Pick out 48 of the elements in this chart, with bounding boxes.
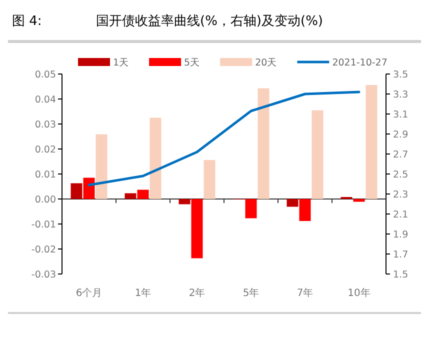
x-tick-label: 5年 <box>242 287 260 299</box>
bar <box>204 160 216 199</box>
legend-label: 5天 <box>184 58 200 68</box>
x-tick-label: 10年 <box>348 287 370 299</box>
y-tick-label: 0.05 <box>34 70 56 80</box>
x-tick-label: 2年 <box>188 287 206 299</box>
legend-label: 20天 <box>255 58 278 68</box>
bar <box>178 199 190 204</box>
chart-subtitle: 国开债收益率曲线(%，右轴)及变动(%) <box>96 13 323 29</box>
y2-tick-label: 1.7 <box>393 250 408 260</box>
y2-tick-label: 2.3 <box>393 190 408 200</box>
bar <box>137 190 149 199</box>
bar <box>150 118 162 199</box>
y2-tick-label: 2.7 <box>393 150 408 160</box>
y2-tick-label: 1.9 <box>393 230 408 240</box>
y2-tick-label: 2.5 <box>393 170 408 180</box>
bar <box>191 199 203 258</box>
x-tick-label: 1年 <box>134 287 152 299</box>
bar <box>299 199 311 221</box>
y-tick-label: -0.02 <box>31 244 56 256</box>
y-tick-label: 0.02 <box>34 144 56 156</box>
bar <box>124 193 136 199</box>
bar <box>353 199 365 202</box>
bar <box>96 134 108 199</box>
bar <box>258 88 270 199</box>
x-tick-label: 6个月 <box>76 287 102 299</box>
chart-title: 图 4: <box>12 14 42 29</box>
y-tick-label: 0.00 <box>34 194 56 206</box>
bar <box>83 178 95 199</box>
y2-tick-label: 1.5 <box>393 270 408 280</box>
legend-label: 1天 <box>113 58 130 68</box>
bar <box>366 85 378 199</box>
y2-tick-label: 2.9 <box>393 130 408 140</box>
bar <box>312 110 324 199</box>
y-tick-label: -0.01 <box>31 220 56 230</box>
y-tick-label: 0.04 <box>34 94 56 106</box>
y-tick-label: -0.03 <box>31 270 56 280</box>
y2-tick-label: 3.5 <box>393 70 408 80</box>
bar <box>70 183 82 199</box>
legend-label: 2021-10-27 <box>332 58 388 68</box>
y2-tick-label: 2.1 <box>393 210 408 220</box>
y-tick-label: 0.01 <box>34 170 56 180</box>
y2-tick-label: 3.3 <box>393 90 408 100</box>
bar <box>245 199 257 218</box>
y2-tick-label: 3.1 <box>393 110 408 120</box>
y-tick-label: 0.03 <box>34 120 56 130</box>
x-tick-label: 7年 <box>296 287 314 299</box>
bar <box>286 199 298 207</box>
